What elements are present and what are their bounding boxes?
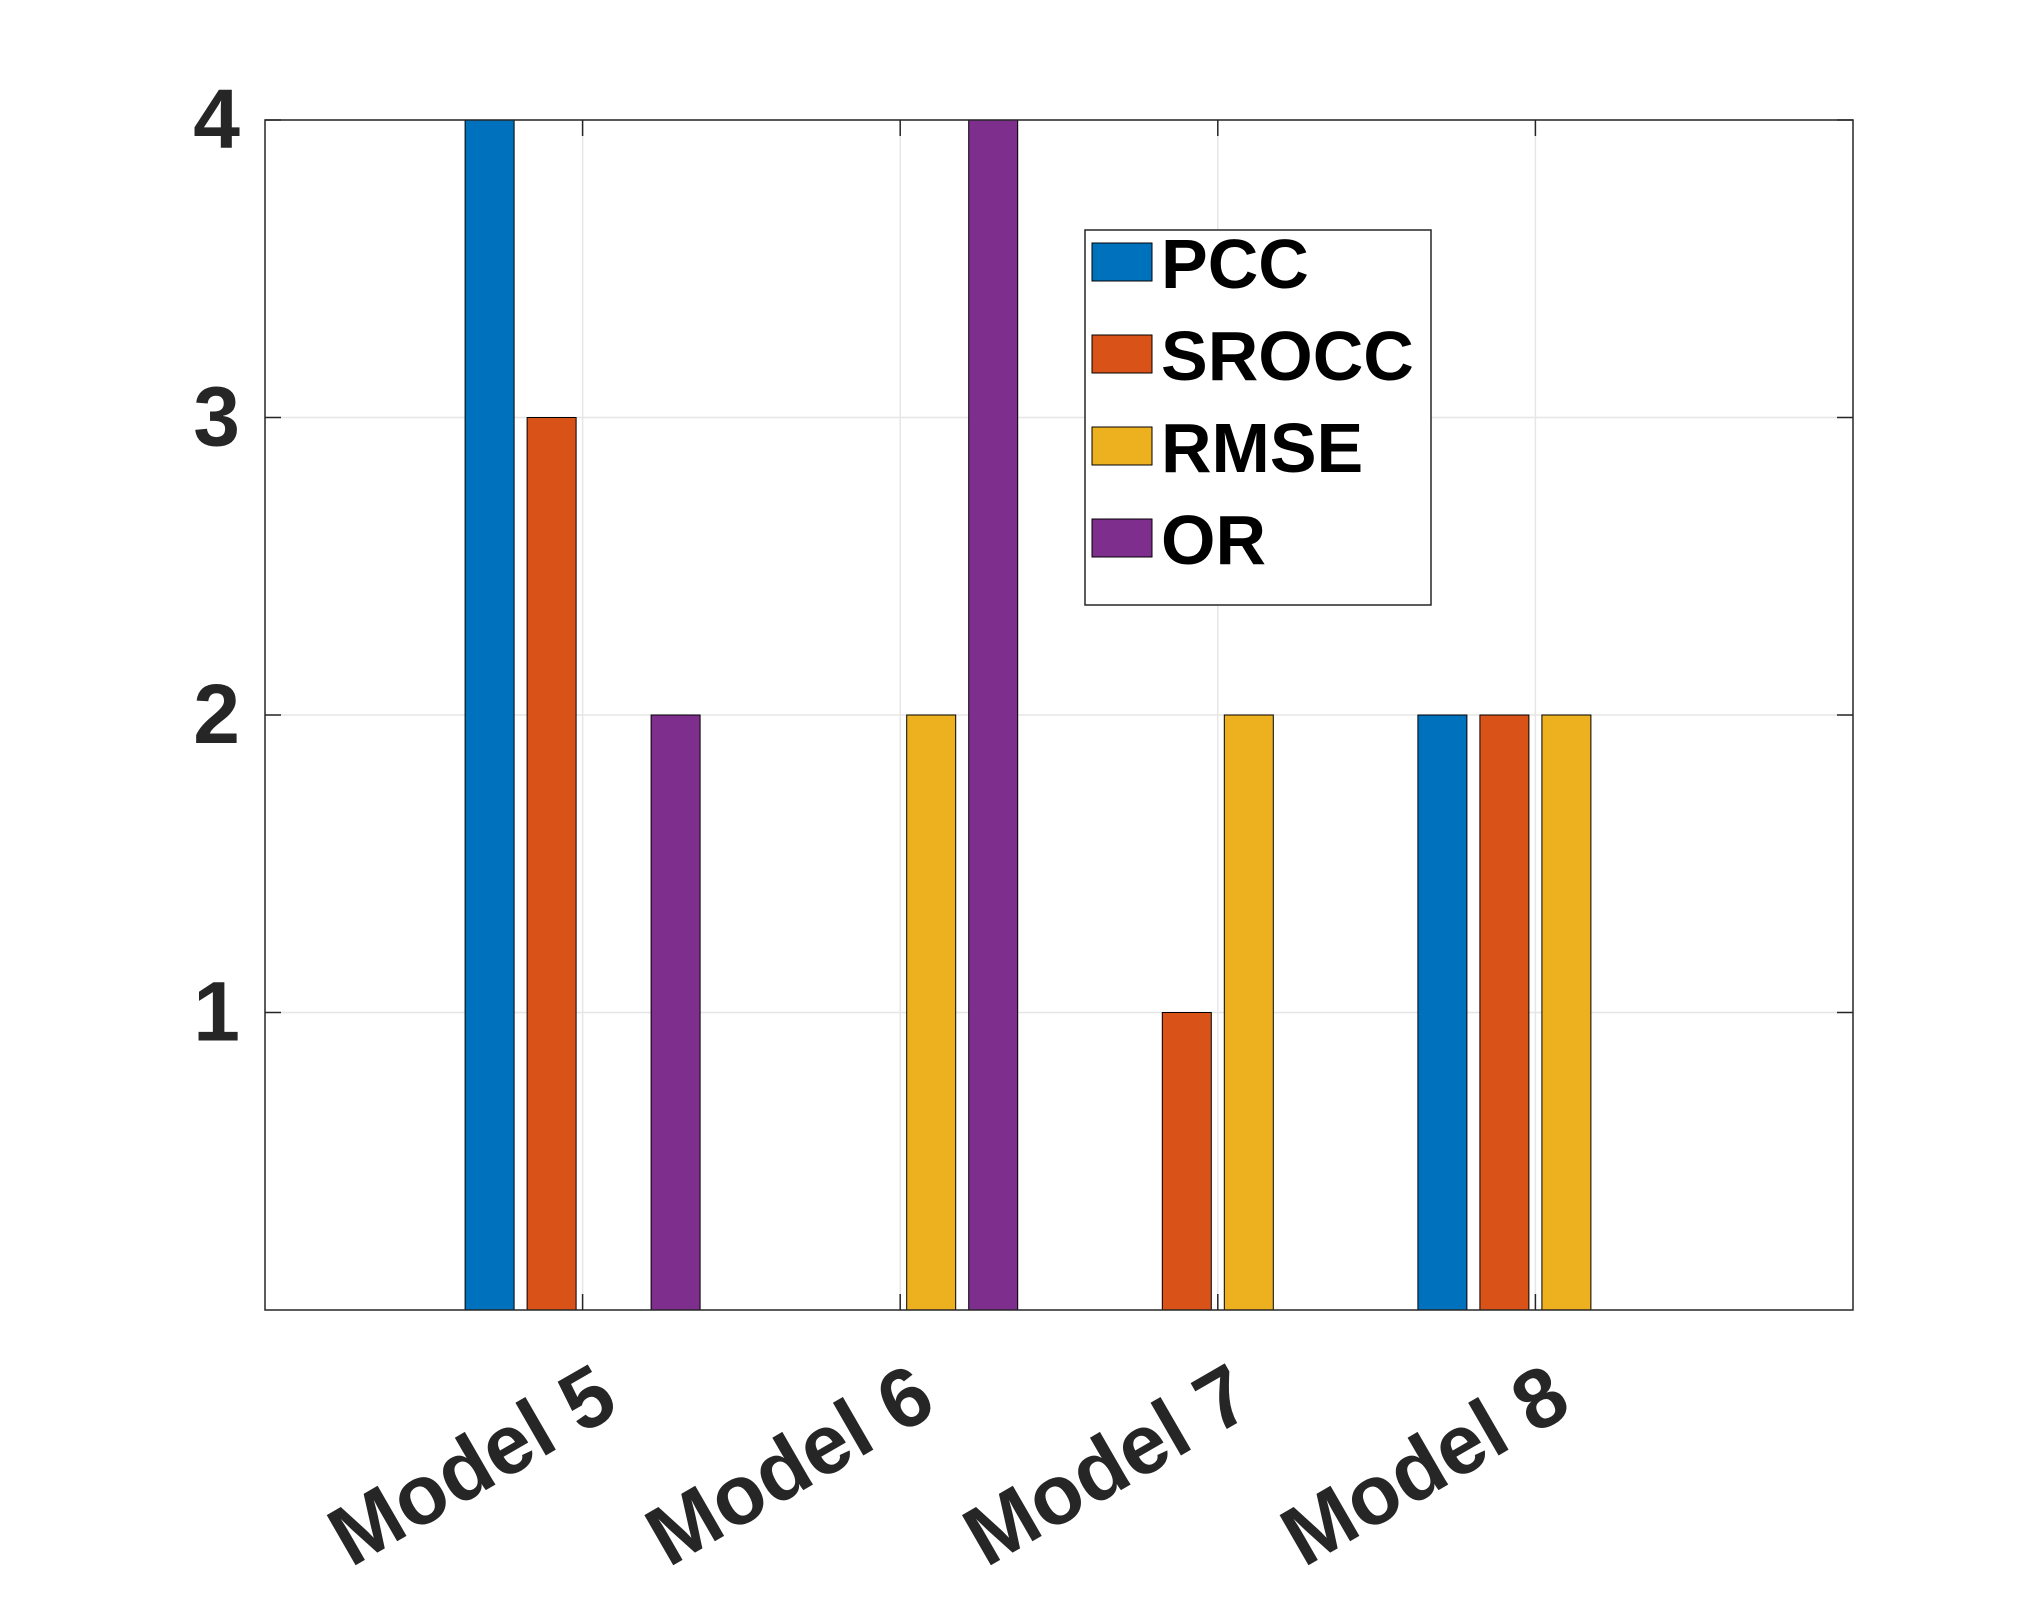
bar-pcc bbox=[1417, 714, 1468, 1311]
bar-or bbox=[650, 714, 701, 1311]
bar-srocc bbox=[1479, 714, 1530, 1311]
y-tick-label: 3 bbox=[193, 370, 240, 464]
legend-label-or: OR bbox=[1161, 501, 1266, 579]
bar-srocc bbox=[1161, 1012, 1212, 1311]
bar-pcc bbox=[464, 119, 515, 1311]
bar-rmse bbox=[1223, 714, 1274, 1311]
bar-or bbox=[968, 119, 1019, 1311]
y-tick-label: 1 bbox=[193, 965, 240, 1059]
y-axis-tick-labels: 1 2 3 4 bbox=[193, 72, 240, 1059]
y-tick-label: 2 bbox=[193, 667, 240, 761]
bar-rmse bbox=[1541, 714, 1592, 1311]
legend-label-srocc: SROCC bbox=[1161, 317, 1414, 395]
bars bbox=[464, 119, 1592, 1311]
legend-swatch-pcc bbox=[1091, 242, 1153, 282]
legend-label-pcc: PCC bbox=[1161, 225, 1309, 303]
legend-swatch-rmse bbox=[1091, 426, 1153, 466]
axis-ticks bbox=[265, 119, 1853, 1310]
y-tick-label: 4 bbox=[193, 72, 240, 166]
bar-rmse bbox=[906, 714, 957, 1311]
legend-label-rmse: RMSE bbox=[1161, 409, 1363, 487]
legend-swatch-srocc bbox=[1091, 334, 1153, 374]
legend-swatch-or bbox=[1091, 518, 1153, 558]
bar-srocc bbox=[526, 417, 577, 1311]
legend: PCC SROCC RMSE OR bbox=[1084, 225, 1432, 606]
